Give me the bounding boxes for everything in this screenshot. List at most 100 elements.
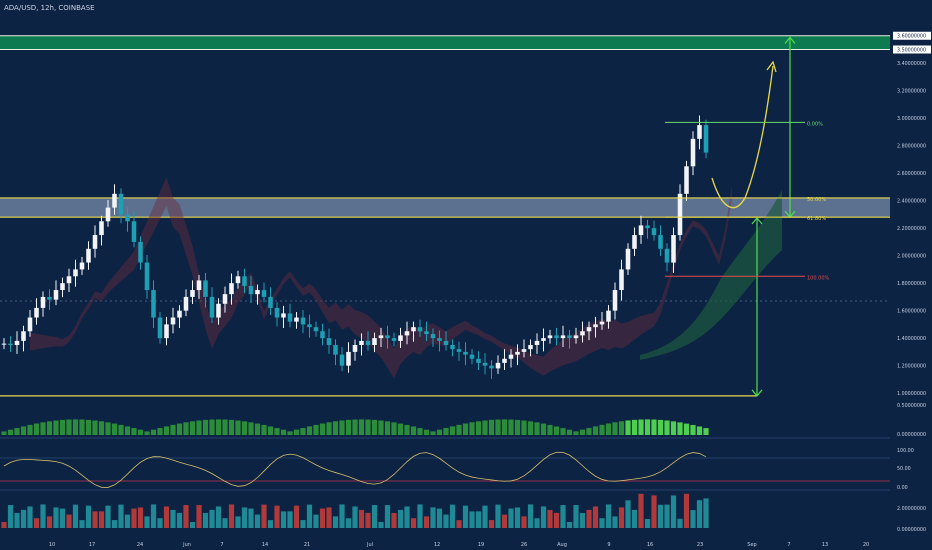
candle-body [359,340,364,346]
momentum-bar [612,422,618,435]
volume-bar [235,516,241,528]
momentum-bar [664,420,670,435]
time-tick: Aug [557,542,567,548]
volume-bar [618,507,625,528]
momentum-bar [46,421,53,435]
momentum-bar [521,420,527,435]
sub-panels [0,419,890,528]
volume-bar [163,506,170,528]
price-tick: 2.80000000 [897,144,926,150]
momentum-bar [280,429,287,435]
volume-bar [196,505,202,528]
candle-body [157,317,163,339]
volume-bar [150,504,157,528]
volume-bar [222,518,228,528]
volume-bar [254,514,261,528]
volume-bar [703,498,709,528]
momentum-bar [482,420,488,435]
momentum-bar [651,419,657,435]
candle-body [216,303,221,318]
candle-body [151,290,156,318]
momentum-bar [267,426,274,435]
candle-body [612,290,618,311]
momentum-bar [443,427,449,435]
volume-bar [85,505,92,528]
candle-body [86,248,91,263]
candle-body [66,276,72,284]
price-tick: 2.40000000 [897,199,926,205]
momentum-bar [92,420,98,435]
momentum-bar [696,426,703,435]
candle-body [235,276,241,284]
momentum-bar [703,428,709,435]
volume-bar [157,518,163,528]
time-tick: 20 [863,542,869,548]
momentum-bar [293,429,300,435]
momentum-bar [163,426,170,435]
momentum-bar [150,429,157,435]
candle-body [333,345,338,355]
volume-bar [514,507,521,528]
momentum-bar [196,420,202,435]
momentum-bar [683,423,690,435]
sub-tick: 0.00000000 [897,432,926,438]
momentum-bar [222,419,228,435]
volume-bar [599,518,605,528]
time-tick: 16 [647,542,653,548]
momentum-bar [124,426,131,435]
momentum-bar [40,422,46,435]
range-arrow-head-up [751,217,763,225]
volume-bar [690,510,696,528]
momentum-bar [618,421,625,435]
price-tick-box [893,31,931,40]
volume-bar [384,505,391,528]
momentum-bar [352,419,358,435]
volume-bar [124,514,131,528]
momentum-bar [85,419,92,435]
momentum-bar [98,421,105,435]
candle-body [268,296,273,308]
volume-bar [456,520,462,528]
momentum-bar [423,429,430,435]
candle-body [99,221,104,236]
price-tick: 2.60000000 [897,171,926,177]
momentum-bar [436,429,443,435]
momentum-bar [430,431,436,435]
momentum-bar [72,419,79,435]
candle-body [352,345,358,352]
volume-bar [313,514,319,528]
candle-body [632,235,637,249]
momentum-bar [573,431,579,435]
candle-body [196,280,202,291]
candle-body [326,338,332,346]
momentum-bar [579,429,586,435]
candle-body [625,248,631,270]
candle-body [541,338,546,341]
candle-body [105,207,111,222]
candle-body [567,335,572,339]
volume-bar [508,508,514,528]
momentum-bar [306,426,313,435]
candle-body [573,335,579,339]
momentum-bar [540,423,547,435]
candle-body [92,235,98,249]
candle-body [112,193,117,208]
momentum-bar [456,424,462,435]
volume-bar [586,509,592,528]
volume-bar [358,509,365,528]
momentum-bar [137,429,144,435]
candle-body [320,331,325,339]
momentum-bar [657,419,664,435]
symbol-label: ADA/USD, 12h, COINBASE [4,4,95,12]
axis-bg [890,0,932,550]
volume-bar [677,518,683,528]
fib-label: 61.80% [807,216,826,222]
momentum-bar [358,419,365,435]
candle-body [547,335,553,339]
candle-body [27,317,33,332]
candle-body [242,276,247,286]
candle-body [281,313,286,318]
volume-bar [683,493,690,528]
volume-bar [651,495,657,528]
